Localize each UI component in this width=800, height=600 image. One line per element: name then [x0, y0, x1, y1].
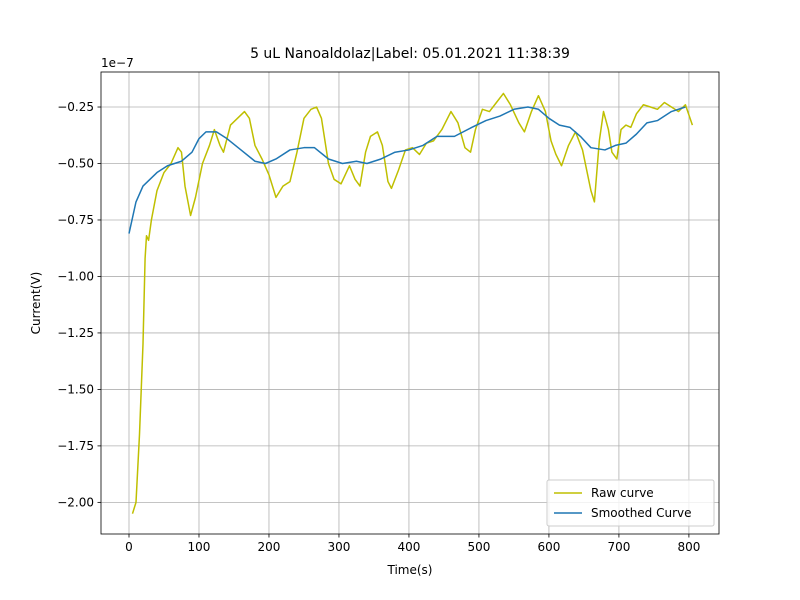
x-tick-label: 0	[125, 540, 133, 554]
legend-label: Raw curve	[591, 486, 654, 500]
legend: Raw curve Smoothed Curve	[546, 479, 715, 527]
y-tick-label: −0.25	[57, 100, 94, 114]
chart-title: 5 uL Nanoaldolaz|Label: 05.01.2021 11:38…	[250, 46, 570, 62]
y-tick-label: −1.00	[57, 269, 94, 283]
y-tick-label: −1.75	[57, 439, 94, 453]
x-tick-label: 100	[188, 540, 211, 554]
grid	[101, 72, 719, 534]
series-line	[131, 92, 694, 514]
plot-frame	[100, 71, 720, 535]
x-tick-label: 600	[537, 540, 560, 554]
y-axis-label: Current(V)	[29, 272, 43, 335]
x-tick-label: 700	[607, 540, 630, 554]
series-line	[128, 106, 686, 234]
x-tick-label: 300	[328, 540, 351, 554]
y-offset-label: 1e−7	[101, 56, 134, 70]
y-tick-label: −1.50	[57, 382, 94, 396]
y-tick-label: −1.25	[57, 326, 94, 340]
y-tick-label: −0.75	[57, 213, 94, 227]
x-tick-label: 200	[258, 540, 281, 554]
x-tick-label: 800	[677, 540, 700, 554]
x-axis-label: Time(s)	[387, 563, 433, 577]
legend-label: Smoothed Curve	[591, 506, 692, 520]
legend-box	[546, 479, 715, 527]
x-tick-label: 500	[467, 540, 490, 554]
x-tick-label: 400	[397, 540, 420, 554]
y-tick-label: −2.00	[57, 495, 94, 509]
y-tick-label: −0.50	[57, 156, 94, 170]
